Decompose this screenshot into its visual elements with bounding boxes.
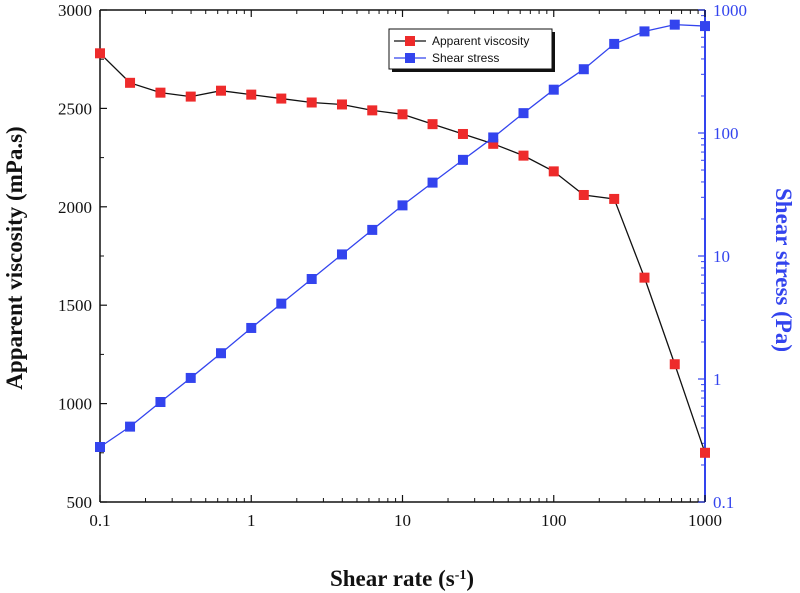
data-point: [488, 132, 499, 143]
legend-box: [388, 28, 553, 70]
x-tick-label: 0.1: [89, 511, 110, 530]
left-y-axis: 500 1000 1500 2000 2500 3000: [58, 1, 107, 512]
left-tick-label: 500: [67, 493, 93, 512]
data-point: [578, 64, 589, 75]
data-point: [367, 224, 378, 235]
series-layer: [95, 19, 710, 458]
left-tick-label: 2500: [58, 99, 92, 118]
series-0: [95, 48, 710, 458]
data-point: [306, 97, 317, 108]
data-point: [155, 397, 166, 408]
data-point: [306, 274, 317, 285]
right-tick-label: 1: [713, 370, 722, 389]
right-y-axis: 0.1 1 10 100 1000: [698, 1, 747, 512]
data-point: [669, 19, 680, 30]
series-line: [99, 24, 706, 448]
left-tick-label: 1500: [58, 296, 92, 315]
data-point: [397, 200, 408, 211]
left-y-axis-title: Apparent viscosity (mPa.s): [2, 126, 27, 389]
x-tick-label: 10: [394, 511, 411, 530]
legend-entry: Apparent viscosity: [394, 34, 529, 48]
data-point: [367, 105, 378, 116]
data-point: [609, 193, 620, 204]
data-point: [578, 189, 589, 200]
legend-marker: [405, 53, 415, 63]
legend-label: Apparent viscosity: [432, 34, 529, 48]
x-axis-title: Shear rate (s-1): [330, 566, 474, 591]
data-point: [700, 447, 710, 458]
data-point: [518, 108, 529, 119]
data-point: [639, 26, 650, 37]
data-point: [548, 84, 559, 95]
data-point: [276, 93, 287, 104]
legend: Apparent viscosity Shear stress: [388, 28, 555, 72]
legend-entry: Shear stress: [394, 51, 499, 65]
data-point: [457, 154, 468, 165]
data-point: [336, 99, 347, 110]
left-tick-label: 1000: [58, 395, 92, 414]
data-point: [125, 77, 136, 88]
legend-marker: [405, 36, 415, 46]
x-tick-label: 1000: [688, 511, 722, 530]
right-tick-label: 0.1: [713, 493, 734, 512]
data-point: [427, 119, 438, 130]
left-tick-label: 2000: [58, 198, 92, 217]
data-point: [639, 272, 650, 283]
data-point: [669, 359, 680, 370]
data-point: [216, 348, 227, 359]
data-point: [246, 322, 257, 333]
data-point: [246, 89, 257, 100]
series-1: [95, 19, 710, 452]
x-axis: 0.1 1 10 100 1000: [89, 10, 722, 530]
data-point: [609, 38, 620, 49]
right-tick-label: 1000: [713, 1, 747, 20]
data-point: [276, 298, 287, 309]
data-point: [185, 372, 196, 383]
left-tick-label: 3000: [58, 1, 92, 20]
data-point: [488, 138, 499, 149]
data-point: [185, 91, 196, 102]
right-tick-label: 100: [713, 124, 739, 143]
plot-area: [99, 9, 706, 503]
data-point: [125, 421, 136, 432]
data-point: [216, 85, 227, 96]
right-tick-label: 10: [713, 247, 730, 266]
data-point: [700, 21, 710, 32]
data-point: [336, 249, 347, 260]
data-point: [457, 128, 468, 139]
x-tick-label: 1: [247, 511, 256, 530]
right-y-axis-title: Shear stress (Pa): [771, 188, 796, 352]
data-point: [518, 150, 529, 161]
x-tick-label: 100: [541, 511, 567, 530]
data-point: [155, 87, 166, 98]
data-point: [95, 441, 105, 452]
data-point: [548, 166, 559, 177]
data-point: [427, 177, 438, 188]
data-point: [95, 48, 105, 59]
data-point: [397, 109, 408, 120]
legend-label: Shear stress: [432, 51, 499, 65]
